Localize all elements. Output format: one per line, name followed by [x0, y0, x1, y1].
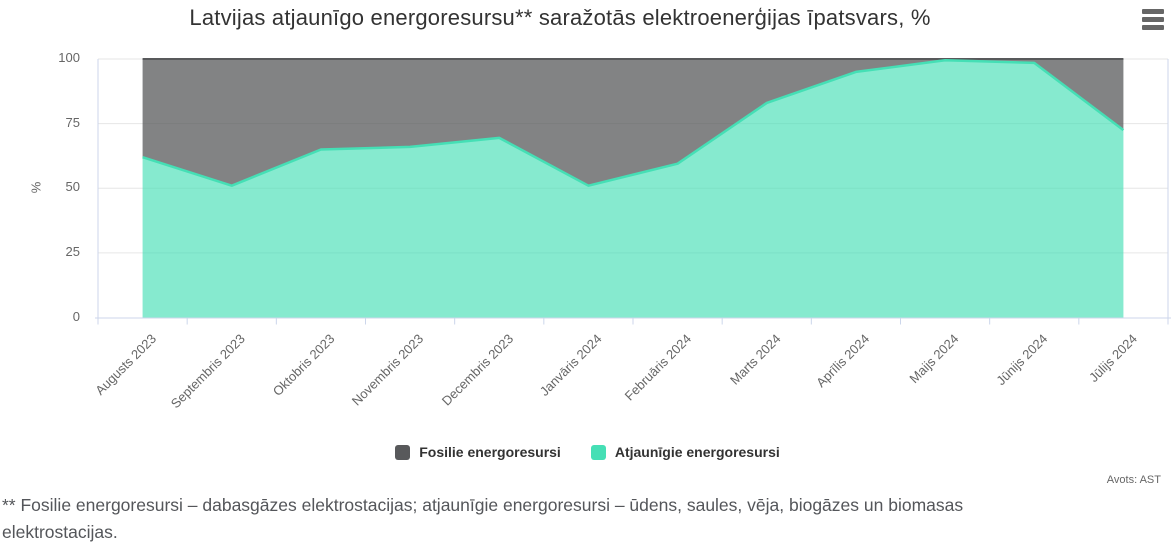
- hamburger-icon: [1142, 17, 1164, 22]
- y-axis-label: 75: [65, 114, 80, 130]
- legend-item-atjaunigie[interactable]: Atjaunīgie energoresursi: [590, 444, 780, 460]
- y-axis-label: 100: [58, 50, 80, 65]
- legend: Fosilie energoresursi Atjaunīgie energor…: [0, 444, 1175, 460]
- legend-swatch-fosilie: [395, 444, 411, 460]
- footnote-text: ** Fosilie energoresursi – dabasgāzes el…: [2, 495, 964, 542]
- plot-area: [95, 58, 1171, 325]
- fossil-area-series[interactable]: [142, 59, 1124, 186]
- y-axis-label: 50: [65, 179, 80, 195]
- legend-label: Fosilie energoresursi: [419, 444, 561, 460]
- y-axis-label: 25: [65, 243, 80, 259]
- chart-title: Latvijas atjaunīgo energoresursu** saraž…: [189, 5, 931, 30]
- legend-item-fosilie[interactable]: Fosilie energoresursi: [395, 444, 561, 460]
- renewable-series-line: [142, 59, 1125, 187]
- source-label: Avots: AST: [1106, 474, 1161, 486]
- legend-swatch-atjaunigie: [590, 444, 606, 460]
- legend-label: Atjaunīgie energoresursi: [614, 444, 780, 460]
- hamburger-icon: [1142, 9, 1164, 14]
- y-axis-title: %: [28, 181, 44, 194]
- hamburger-icon: [1142, 25, 1164, 30]
- renewable-area-series[interactable]: [142, 60, 1124, 318]
- y-axis-label: 0: [72, 308, 80, 324]
- chart-context-menu-button[interactable]: [1142, 9, 1164, 30]
